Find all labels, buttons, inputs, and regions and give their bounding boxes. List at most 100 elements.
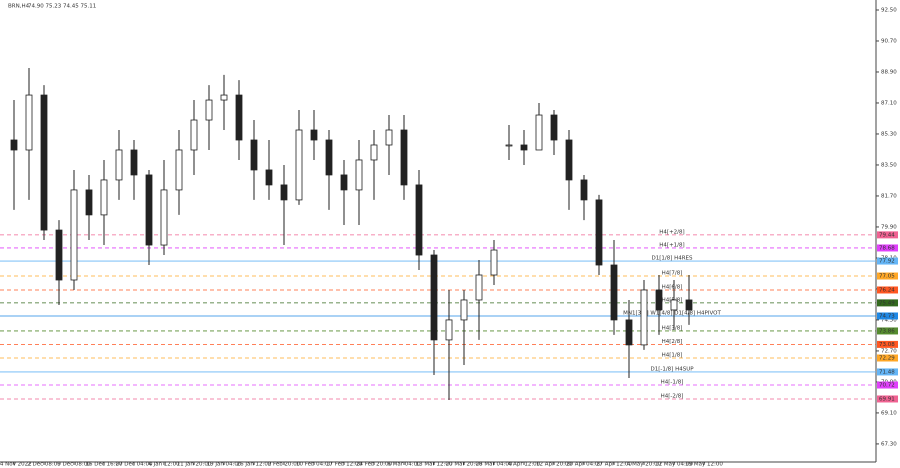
y-tick-label: 67.30 (881, 441, 897, 447)
level-label: H4[-1/8] (661, 380, 684, 386)
candle-body (385, 129, 393, 146)
candle-body (640, 289, 648, 346)
x-tick-label: 24 Feb 20:00 (356, 462, 393, 468)
x-tick-label: 11 Jan 20:00 (177, 462, 212, 468)
price-box (877, 257, 898, 265)
x-tick-label: 2 Feb 20:00 (268, 462, 301, 468)
x-tick-label: 20 Apr 04:00 (566, 462, 602, 468)
price-box (877, 286, 898, 294)
x-tick-label: 12 May 04:00 (655, 462, 693, 468)
candle-body (565, 139, 573, 181)
price-box-label: 78.68 (879, 245, 895, 251)
price-box (877, 354, 898, 362)
candle-body (655, 289, 663, 311)
x-tick-label: 20 Mar 20:00 (446, 462, 483, 468)
candle-body (400, 129, 408, 186)
level-label: H4[+1/8] (659, 242, 684, 248)
candle-body (205, 99, 213, 121)
candle-body (490, 249, 498, 276)
x-tick-label: 27 Dec 04:00 (116, 462, 153, 468)
candle-body (460, 299, 468, 321)
price-box-label: 76.24 (879, 287, 895, 293)
candle-body (325, 139, 333, 176)
candle-body (685, 299, 693, 311)
candle-body (295, 129, 303, 201)
candle-body (160, 189, 168, 246)
candle-body (370, 144, 378, 161)
x-tick-label: 4 May 20:00 (627, 462, 662, 468)
price-box-label: 71.48 (879, 369, 895, 375)
y-tick-label: 79.90 (881, 224, 897, 230)
price-box-label: 70.72 (879, 383, 895, 389)
y-tick-label: 85.30 (881, 131, 897, 137)
y-tick-label: 72.70 (881, 348, 897, 354)
x-tick-label: 2 Dec 08:00 (27, 462, 61, 468)
price-box-label: 75.49 (879, 300, 895, 306)
price-box-label: 72.29 (879, 355, 895, 361)
price-box (877, 272, 898, 280)
level-label: H4[6/8] (662, 284, 683, 290)
price-box (877, 327, 898, 335)
candle-body (415, 184, 423, 256)
candle-body (175, 149, 183, 191)
y-tick-label: 92.50 (881, 7, 897, 13)
level-label: H4[2/8] (662, 339, 683, 345)
y-tick-label: 88.90 (881, 69, 897, 75)
candle-body (475, 274, 483, 301)
candle-body (595, 199, 603, 266)
candle-body (190, 119, 198, 151)
candle-body (520, 144, 528, 151)
level-label: MN1[3/8] W1[4/8] D1[4/8] H4PIVOT (623, 310, 721, 316)
candle-body (280, 184, 288, 201)
price-box (877, 340, 898, 348)
level-label: H4[-2/8] (661, 393, 684, 399)
candle-body (55, 229, 63, 281)
symbol: BRN,H4 (8, 4, 30, 10)
candle-body (40, 94, 48, 231)
y-tick-label: 69.10 (881, 410, 897, 416)
price-box (877, 299, 898, 307)
candle-body (535, 114, 543, 151)
level-label: H4[3/8] (662, 325, 683, 331)
candle-body (505, 144, 513, 147)
x-tick-label: 27 Apr 12:00 (596, 462, 632, 468)
candle-body (220, 94, 228, 101)
price-box-label: 73.86 (879, 328, 895, 334)
candle-body (310, 129, 318, 141)
price-box-label: 79.44 (879, 232, 895, 238)
ohlc-info: 74.90 75.23 74.45 75.11 (28, 4, 96, 10)
candle-body (130, 149, 138, 176)
price-box-label: 77.92 (879, 259, 895, 265)
y-tick-label: 81.70 (881, 193, 897, 199)
candle-body (85, 189, 93, 216)
x-tick-label: 13 Mar 12:00 (416, 462, 453, 468)
candle-body (550, 114, 558, 141)
y-tick-label: 90.70 (881, 38, 897, 44)
x-tick-label: 19 Jan 04:00 (207, 462, 242, 468)
candle-body (430, 254, 438, 341)
x-tick-label: 17 Feb 12:00 (326, 462, 363, 468)
candle-body (625, 319, 633, 346)
candle-body (115, 149, 123, 181)
x-tick-label: 26 Jan 12:00 (237, 462, 272, 468)
price-box (877, 231, 898, 239)
x-tick-label: 9 Dec 08:00 (57, 462, 91, 468)
price-box (877, 368, 898, 376)
x-tick-label: 6 Mar 04:00 (387, 462, 421, 468)
candle-body (235, 94, 243, 141)
level-label: D1[1/8] H4RES (651, 256, 693, 262)
level-label: H4[1/8] (662, 352, 683, 358)
candle-body (70, 189, 78, 281)
price-box (877, 312, 898, 320)
candle-body (355, 159, 363, 191)
candle-body (10, 139, 18, 151)
price-box-label: 69.91 (879, 396, 895, 402)
candle-body (25, 94, 33, 151)
candle-body (580, 179, 588, 201)
y-tick-label: 74.50 (881, 317, 897, 323)
y-tick-label: 87.10 (881, 100, 897, 106)
price-box-label: 74.73 (879, 313, 895, 319)
y-tick-label: 83.50 (881, 162, 897, 168)
